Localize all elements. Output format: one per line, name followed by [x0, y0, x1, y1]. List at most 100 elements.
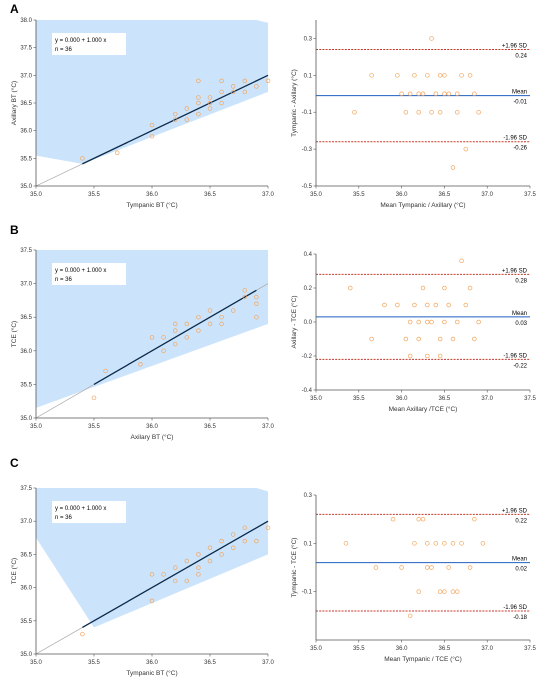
x-tick-label: 36.0 [396, 192, 408, 198]
y-tick-label: 37.0 [20, 519, 32, 525]
y-tick-label: 36.5 [20, 315, 32, 321]
equation-box [52, 263, 126, 285]
data-point [196, 100, 201, 106]
x-tick-label: 36.0 [146, 660, 158, 666]
data-point [420, 516, 426, 522]
data-point [184, 117, 190, 122]
data-point [172, 321, 178, 327]
x-tick-label: 37.0 [262, 424, 274, 430]
data-point [437, 73, 443, 78]
data-point [172, 328, 178, 333]
data-point [265, 525, 271, 531]
x-tick-label: 35.0 [30, 192, 42, 198]
x-tick-label: 37.5 [524, 192, 536, 198]
data-point [242, 294, 248, 300]
data-point [382, 302, 387, 308]
data-point [230, 532, 236, 537]
data-point [429, 109, 434, 115]
x-tick-label: 37.0 [262, 192, 274, 198]
charts-layer: y = 0.000 + 1.000 x n = 36 35.0 35.5 36.0 36.… [10, 18, 536, 677]
y-tick-label: 36.0 [20, 129, 32, 135]
data-point [172, 117, 178, 122]
data-point [416, 516, 421, 522]
equation-box [52, 33, 126, 55]
data-point [412, 302, 417, 308]
data-point [242, 89, 248, 95]
y-tick-label: -0.1 [302, 110, 313, 116]
data-point [184, 106, 190, 111]
data-point [420, 91, 426, 97]
data-point [172, 341, 178, 347]
x-tick-label: 36.5 [439, 192, 451, 198]
x-tick-label: 37.5 [524, 396, 536, 402]
data-point [196, 95, 201, 100]
data-point [399, 565, 404, 570]
data-point [219, 100, 224, 106]
data-point [407, 91, 413, 97]
data-point [254, 314, 259, 320]
data-point [425, 302, 430, 308]
data-point [219, 78, 224, 84]
data-point [352, 109, 357, 115]
data-point [219, 321, 224, 327]
y-tick-label: 35.5 [20, 382, 32, 388]
equation-text: y = 0.000 + 1.000 x [55, 506, 106, 512]
y-tick-label: -0.1 [302, 590, 313, 596]
data-point [184, 321, 190, 327]
x-tick-label: 35.0 [310, 646, 322, 652]
data-point [403, 336, 409, 342]
upper-sd-label: +1.96 SD [502, 268, 528, 274]
data-point [450, 589, 456, 594]
data-point [91, 395, 97, 401]
chart-b-bland-altman: +1.96 SD 0.28 Mean 0.03 -1.96 SD -0.22 35.0 35.… [290, 252, 536, 413]
data-point [242, 78, 248, 84]
y-tick-label: 0.1 [304, 541, 313, 547]
data-point [184, 558, 190, 564]
panel-label-c: C [10, 456, 19, 470]
x-tick-label: 37.0 [481, 646, 493, 652]
data-point [403, 109, 409, 115]
x-tick-label: 35.5 [353, 192, 365, 198]
data-point [138, 361, 143, 367]
y-tick-label: 35.5 [20, 156, 32, 162]
data-point [196, 314, 201, 320]
data-point [369, 336, 374, 342]
x-axis-label: Mean Tympanic / TCE (°C) [384, 655, 462, 663]
x-tick-label: 35.0 [30, 424, 42, 430]
data-point [450, 336, 456, 342]
x-axis-label: Mean Axillary /TCE (°C) [389, 405, 458, 413]
lower-sd-value: -0.18 [513, 615, 527, 621]
n-text: n = 36 [55, 277, 73, 283]
data-point [207, 321, 213, 327]
data-point [446, 302, 451, 308]
data-point [207, 558, 213, 564]
data-point [207, 545, 213, 551]
y-tick-label: 37.5 [20, 46, 32, 52]
data-point [242, 525, 248, 531]
data-point [429, 565, 434, 570]
y-tick-label: 35.0 [20, 652, 32, 658]
data-point [369, 73, 374, 78]
data-point [442, 541, 447, 546]
y-tick-label: 0.1 [304, 73, 313, 79]
mean-label: Mean [512, 557, 527, 563]
data-point [442, 91, 447, 97]
x-tick-label: 36.5 [204, 424, 216, 430]
data-point [459, 541, 464, 546]
x-tick-label: 35.5 [88, 424, 100, 430]
data-point [242, 288, 248, 293]
data-point [467, 73, 473, 78]
data-point [433, 302, 439, 308]
data-point [196, 111, 201, 117]
x-axis-label: Mean Tympanic / Axillary (°C) [380, 201, 465, 209]
y-tick-label: -0.2 [302, 354, 313, 360]
confidence-band [36, 20, 268, 164]
data-point [207, 308, 213, 313]
data-point [442, 319, 447, 325]
regression-line [82, 520, 269, 629]
mean-value: 0.03 [515, 321, 527, 327]
x-tick-label: 37.5 [524, 646, 536, 652]
data-point [254, 301, 259, 307]
data-point [425, 319, 430, 325]
